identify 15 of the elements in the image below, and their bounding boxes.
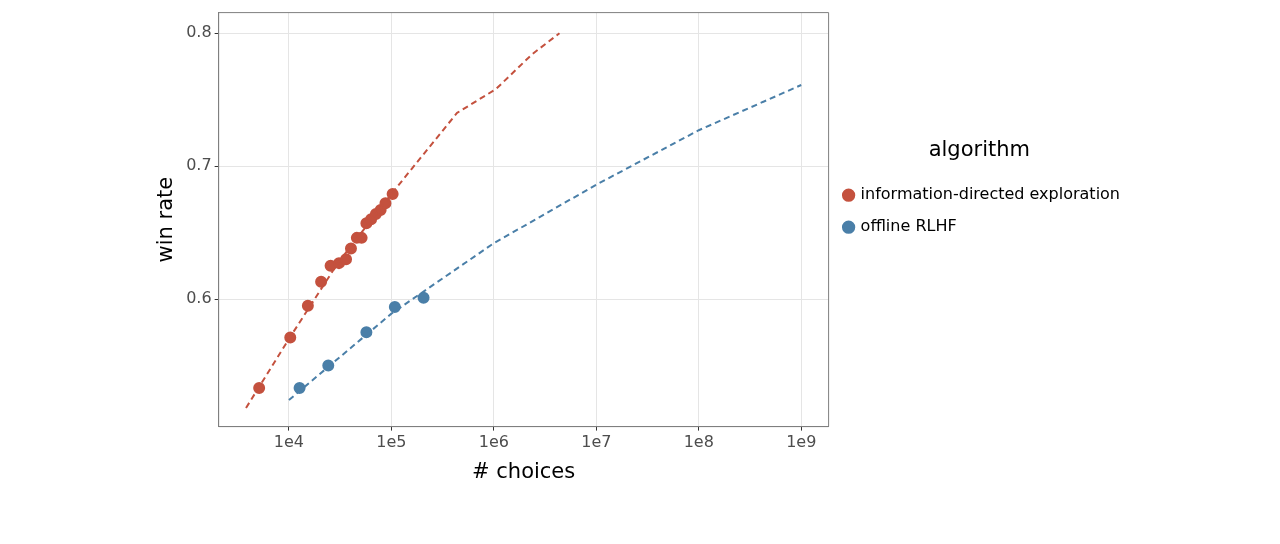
x-tick-label: 1e5 xyxy=(376,432,407,452)
y-tick-label: 0.7 xyxy=(186,155,212,175)
y-axis-title: win rate xyxy=(153,176,178,263)
legend-label: offline RLHF xyxy=(860,216,957,236)
x-tick-label: 1e6 xyxy=(478,432,509,452)
x-tick-label: 1e4 xyxy=(273,432,305,452)
y-tick-label: 0.6 xyxy=(186,288,212,308)
legend-title: algorithm xyxy=(928,136,1030,161)
x-tick-label: 1e7 xyxy=(581,432,612,452)
line-series xyxy=(287,84,803,402)
legend-label: information-directed exploration xyxy=(860,184,1121,204)
y-tick-label: 0.8 xyxy=(186,22,212,42)
x-tick-label: 1e9 xyxy=(786,432,817,452)
x-tick-label: 1e8 xyxy=(683,432,714,452)
x-axis-title: # choices xyxy=(472,458,576,483)
